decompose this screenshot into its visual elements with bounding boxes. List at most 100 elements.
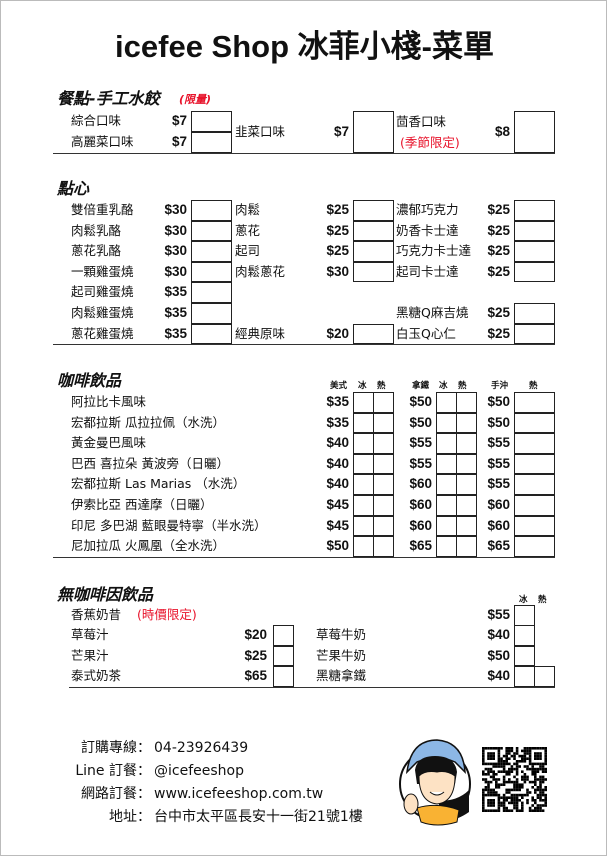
item-price: $25 (487, 263, 510, 279)
americano-hot-checkbox[interactable] (373, 392, 394, 413)
latte-ice-checkbox[interactable] (436, 474, 457, 495)
order-checkbox[interactable] (353, 220, 394, 242)
order-checkbox[interactable] (191, 220, 232, 242)
americano-ice-checkbox[interactable] (353, 474, 374, 495)
latte-hot-checkbox[interactable] (456, 453, 477, 475)
americano-ice-checkbox[interactable] (353, 515, 374, 537)
americano-hot-checkbox[interactable] (373, 412, 394, 434)
latte-ice-checkbox[interactable] (436, 412, 457, 434)
pourover-hot-checkbox[interactable] (514, 433, 555, 454)
item-price: $55 (487, 607, 510, 622)
latte-hot-checkbox[interactable] (456, 392, 477, 413)
column-header-latte: 拿鐵 (412, 381, 430, 391)
item-name: 經典原味 (235, 325, 286, 341)
item-price: $30 (164, 243, 187, 259)
column-header-hot: 熱 (377, 381, 386, 391)
column-header-ice: 冰 (358, 381, 367, 391)
pourover-hot-checkbox[interactable] (514, 495, 555, 516)
order-checkbox[interactable] (273, 666, 294, 687)
order-checkbox[interactable] (514, 625, 535, 646)
item-price: $30 (164, 202, 187, 217)
order-checkbox[interactable] (514, 220, 555, 242)
latte-hot-checkbox[interactable] (456, 474, 477, 495)
americano-price: $35 (326, 394, 349, 409)
latte-hot-checkbox[interactable] (456, 515, 477, 537)
latte-price: $60 (409, 476, 432, 492)
item-price: $40 (487, 668, 510, 684)
section-heading-coffee: 咖啡飲品 (57, 371, 122, 390)
order-checkbox[interactable] (353, 323, 394, 345)
pourover-hot-checkbox[interactable] (514, 453, 555, 475)
order-checkbox[interactable] (353, 261, 394, 283)
pourover-hot-checkbox[interactable] (514, 392, 555, 413)
americano-ice-checkbox[interactable] (353, 536, 374, 557)
order-checkbox[interactable] (514, 241, 555, 262)
order-checkbox[interactable] (191, 200, 232, 221)
order-checkbox[interactable] (514, 666, 535, 687)
latte-hot-checkbox[interactable] (456, 495, 477, 516)
americano-hot-checkbox[interactable] (373, 536, 394, 557)
order-checkbox[interactable] (191, 282, 232, 303)
order-checkbox[interactable] (191, 303, 232, 324)
item-price: $50 (487, 647, 510, 663)
order-checkbox[interactable] (191, 241, 232, 262)
order-checkbox[interactable] (353, 241, 394, 262)
qr-code[interactable] (482, 747, 547, 812)
latte-ice-checkbox[interactable] (436, 453, 457, 475)
order-checkbox[interactable] (514, 645, 535, 667)
page-title: icefee Shop 冰菲小棧-菜單 (115, 29, 494, 64)
pourover-hot-checkbox[interactable] (514, 474, 555, 495)
order-checkbox[interactable] (353, 111, 394, 153)
latte-price: $55 (409, 435, 432, 451)
americano-hot-checkbox[interactable] (373, 474, 394, 495)
latte-ice-checkbox[interactable] (436, 392, 457, 413)
latte-ice-checkbox[interactable] (436, 495, 457, 516)
order-checkbox[interactable] (514, 323, 555, 345)
order-checkbox[interactable] (191, 323, 232, 345)
pourover-price: $65 (487, 538, 510, 554)
latte-hot-checkbox[interactable] (456, 412, 477, 434)
latte-ice-checkbox[interactable] (436, 433, 457, 454)
order-checkbox[interactable] (353, 200, 394, 221)
order-checkbox[interactable] (514, 111, 555, 153)
americano-ice-checkbox[interactable] (353, 495, 374, 516)
latte-ice-checkbox[interactable] (436, 515, 457, 537)
item-price: $35 (164, 325, 187, 341)
americano-hot-checkbox[interactable] (373, 495, 394, 516)
column-header-hot: 熱 (529, 381, 538, 391)
americano-ice-checkbox[interactable] (353, 433, 374, 454)
order-checkbox[interactable] (514, 261, 555, 283)
americano-ice-checkbox[interactable] (353, 412, 374, 434)
latte-hot-checkbox[interactable] (456, 433, 477, 454)
americano-hot-checkbox[interactable] (373, 433, 394, 454)
item-name: 起司雞蛋燒 (71, 284, 134, 300)
americano-price: $40 (326, 476, 349, 492)
pourover-hot-checkbox[interactable] (514, 412, 555, 434)
price-note: (時價限定) (137, 607, 197, 622)
footer-value[interactable]: @icefeeshop (154, 763, 244, 779)
order-checkbox[interactable] (191, 111, 232, 132)
order-checkbox[interactable] (191, 132, 232, 153)
americano-hot-checkbox[interactable] (373, 453, 394, 475)
ice-checkbox[interactable] (514, 605, 535, 626)
item-name: 泰式奶茶 (71, 668, 122, 684)
americano-ice-checkbox[interactable] (353, 392, 374, 413)
americano-ice-checkbox[interactable] (353, 453, 374, 475)
footer-label: 地址： (109, 809, 151, 825)
order-checkbox[interactable] (273, 625, 294, 646)
item-price: $20 (244, 627, 267, 642)
order-checkbox[interactable] (273, 645, 294, 667)
footer-value[interactable]: www.icefeeshop.com.tw (154, 786, 324, 802)
order-checkbox[interactable] (514, 303, 555, 324)
section-heading-snacks: 點心 (57, 179, 90, 198)
americano-hot-checkbox[interactable] (373, 515, 394, 537)
order-checkbox[interactable] (514, 200, 555, 221)
hot-checkbox[interactable] (534, 666, 555, 687)
order-checkbox[interactable] (191, 261, 232, 283)
americano-price: $40 (326, 435, 349, 451)
pourover-hot-checkbox[interactable] (514, 515, 555, 537)
latte-ice-checkbox[interactable] (436, 536, 457, 557)
latte-hot-checkbox[interactable] (456, 536, 477, 557)
latte-price: $55 (409, 455, 432, 471)
pourover-hot-checkbox[interactable] (514, 536, 555, 557)
